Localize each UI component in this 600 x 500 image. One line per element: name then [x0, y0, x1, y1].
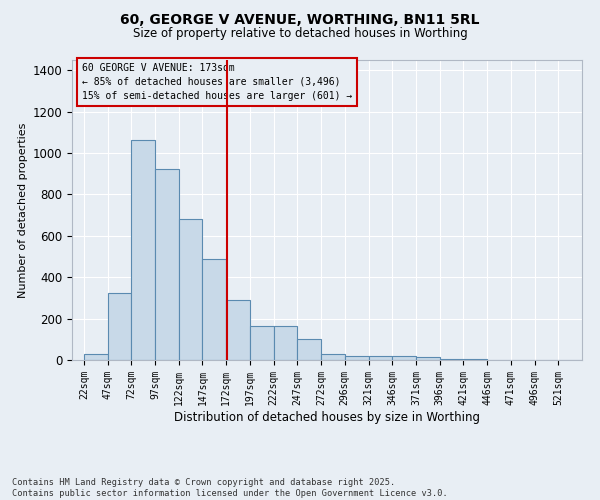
Text: 60 GEORGE V AVENUE: 173sqm
← 85% of detached houses are smaller (3,496)
15% of s: 60 GEORGE V AVENUE: 173sqm ← 85% of deta…: [82, 63, 352, 101]
Text: Contains HM Land Registry data © Crown copyright and database right 2025.
Contai: Contains HM Land Registry data © Crown c…: [12, 478, 448, 498]
Text: 60, GEORGE V AVENUE, WORTHING, BN11 5RL: 60, GEORGE V AVENUE, WORTHING, BN11 5RL: [120, 12, 480, 26]
Bar: [298, 340, 321, 360]
Bar: [368, 356, 392, 360]
Bar: [226, 300, 250, 360]
Bar: [440, 359, 463, 360]
Text: Size of property relative to detached houses in Worthing: Size of property relative to detached ho…: [133, 28, 467, 40]
Bar: [155, 168, 179, 360]
Bar: [250, 326, 274, 360]
Bar: [179, 220, 202, 360]
Bar: [84, 354, 107, 360]
Bar: [131, 140, 155, 360]
X-axis label: Distribution of detached houses by size in Worthing: Distribution of detached houses by size …: [174, 410, 480, 424]
Bar: [202, 258, 226, 360]
Bar: [107, 293, 131, 360]
Bar: [321, 354, 345, 360]
Y-axis label: Number of detached properties: Number of detached properties: [19, 122, 28, 298]
Bar: [463, 359, 487, 360]
Bar: [345, 356, 368, 360]
Bar: [392, 356, 416, 360]
Bar: [416, 357, 440, 360]
Bar: [274, 326, 298, 360]
